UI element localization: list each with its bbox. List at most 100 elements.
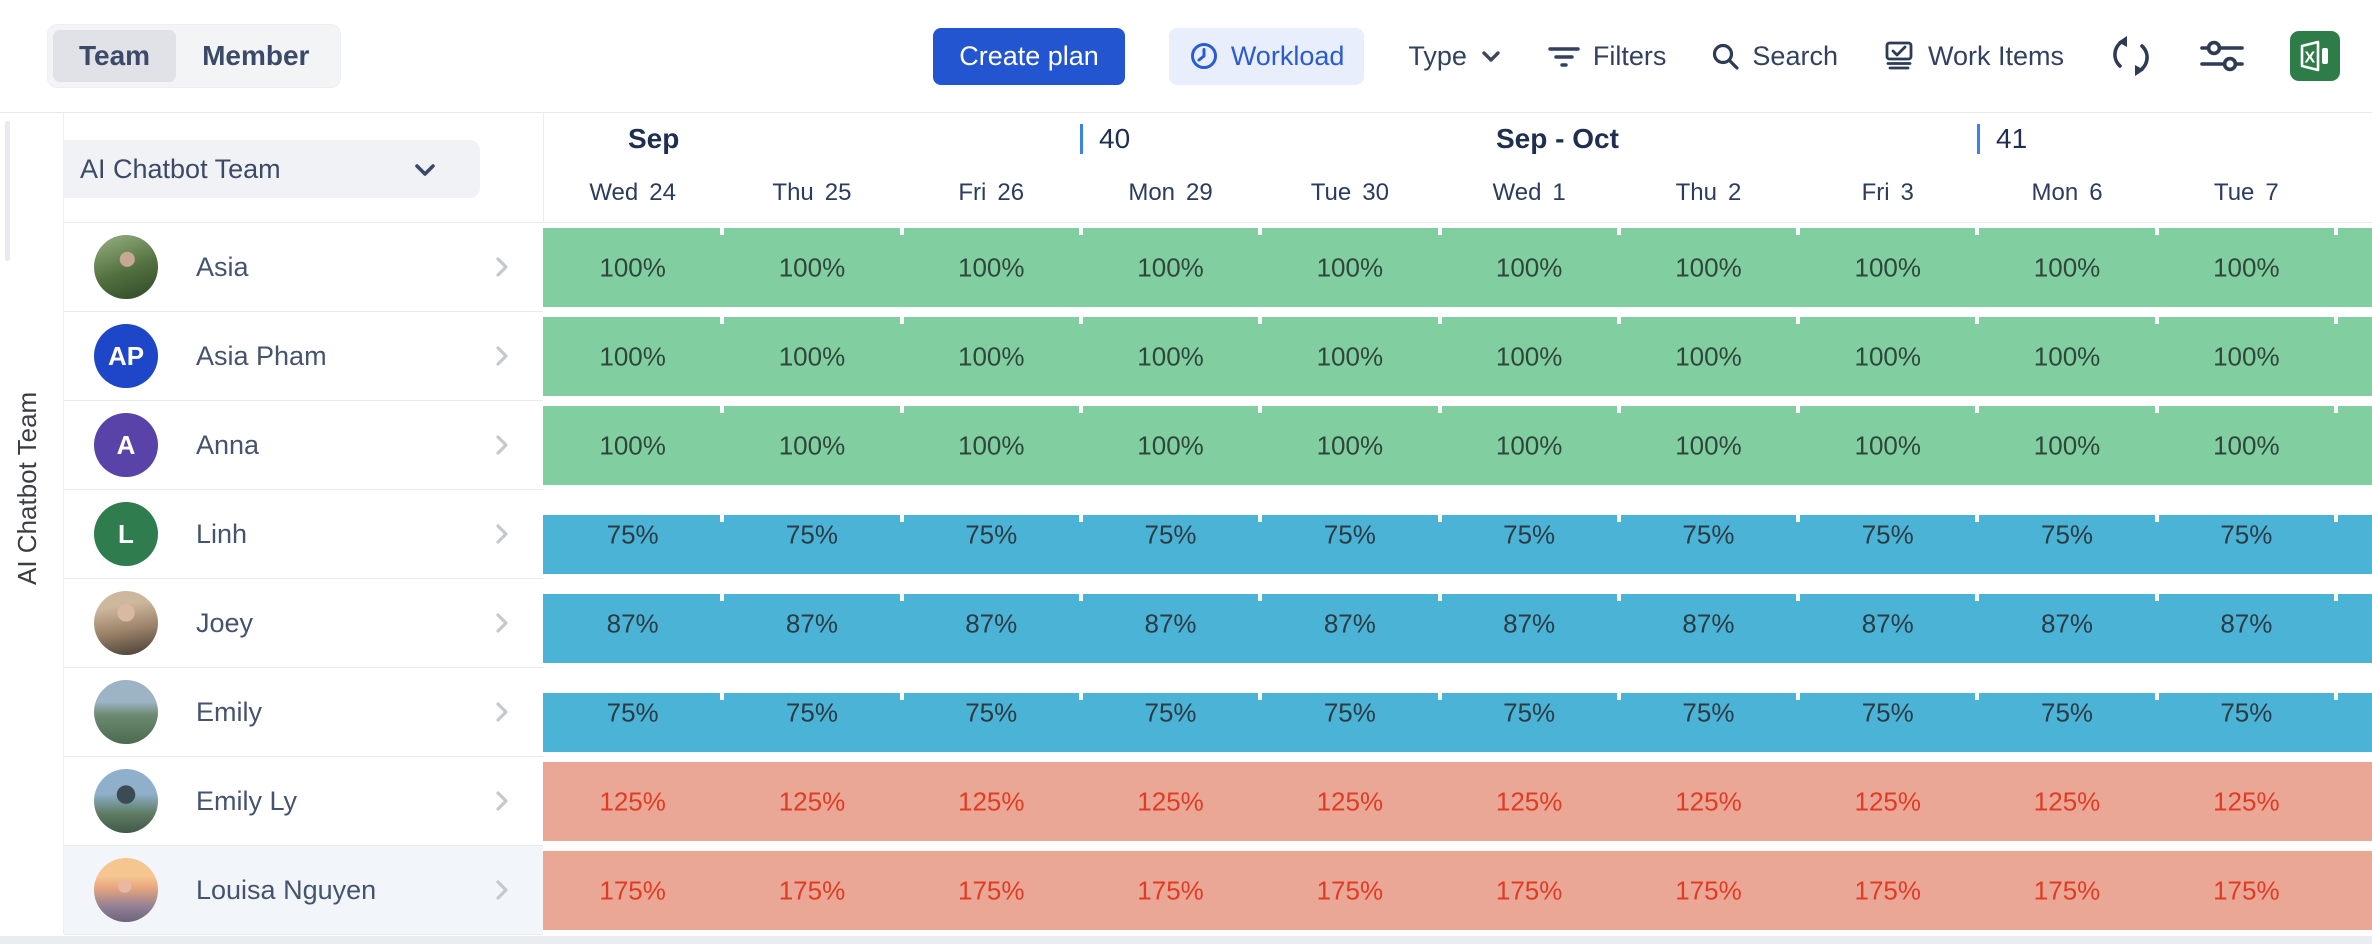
member-row[interactable]: Joey xyxy=(64,579,543,668)
workload-cell-value[interactable]: 75% xyxy=(1861,519,1914,549)
workload-cell-value[interactable]: 100% xyxy=(957,252,1025,282)
member-row[interactable]: Asia xyxy=(64,223,543,312)
member-row[interactable]: Emily Ly xyxy=(64,757,543,846)
workload-cell-value[interactable]: 75% xyxy=(606,519,659,549)
workload-cell-value[interactable]: 75% xyxy=(965,697,1018,727)
workload-cell-value[interactable]: 100% xyxy=(1137,252,1204,282)
workload-cell-value[interactable]: 75% xyxy=(1682,697,1735,727)
workload-cell-value[interactable]: 100% xyxy=(778,430,846,460)
workload-cell-value[interactable]: 125% xyxy=(1675,786,1742,816)
workload-cell-value[interactable]: 125% xyxy=(1137,786,1204,816)
workload-bar[interactable] xyxy=(543,406,2372,485)
workload-bar[interactable] xyxy=(543,514,2372,574)
workload-cell-value[interactable]: 100% xyxy=(957,341,1025,371)
workload-cell-value[interactable]: 100% xyxy=(778,252,846,282)
workload-cell-value[interactable]: 87% xyxy=(2041,608,2094,638)
workload-cell-value[interactable]: 125% xyxy=(1316,786,1384,816)
member-row[interactable]: L Linh xyxy=(64,490,543,579)
chevron-right-icon[interactable] xyxy=(491,343,513,369)
workload-cell-value[interactable]: 100% xyxy=(1495,252,1563,282)
workload-button[interactable]: Workload xyxy=(1168,27,1365,85)
workload-bar[interactable] xyxy=(543,317,2372,396)
workload-cell-value[interactable]: 75% xyxy=(2220,697,2273,727)
sliders-icon[interactable] xyxy=(2198,34,2246,78)
workload-cell-value[interactable]: 100% xyxy=(599,252,666,282)
workload-cell-value[interactable]: 100% xyxy=(599,430,666,460)
workload-cell-value[interactable]: 100% xyxy=(1675,430,1742,460)
workload-cell-value[interactable]: 100% xyxy=(1675,252,1742,282)
workload-cell-value[interactable]: 100% xyxy=(2033,430,2101,460)
workload-cell-value[interactable]: 125% xyxy=(1854,786,1921,816)
workload-cell-value[interactable]: 100% xyxy=(1137,341,1204,371)
workload-cell-value[interactable]: 100% xyxy=(778,341,846,371)
workload-cell-value[interactable]: 175% xyxy=(1854,875,1921,905)
workload-cell-value[interactable]: 75% xyxy=(1144,519,1197,549)
workload-cell-value[interactable]: 175% xyxy=(1137,875,1204,905)
workload-cell-value[interactable]: 125% xyxy=(1495,786,1563,816)
chevron-right-icon[interactable] xyxy=(491,254,513,280)
workload-cell-value[interactable]: 75% xyxy=(1682,519,1735,549)
workload-cell-value[interactable]: 87% xyxy=(1861,608,1914,638)
workload-bar[interactable] xyxy=(543,692,2372,752)
search-button[interactable]: Search xyxy=(1710,41,1838,72)
workload-cell-value[interactable]: 100% xyxy=(2213,341,2280,371)
workload-cell-value[interactable]: 75% xyxy=(1323,697,1376,727)
chevron-right-icon[interactable] xyxy=(491,788,513,814)
workload-cell-value[interactable]: 100% xyxy=(1495,341,1563,371)
workload-cell-value[interactable]: 175% xyxy=(1316,875,1384,905)
type-dropdown[interactable]: Type xyxy=(1408,41,1503,72)
workload-cell-value[interactable]: 75% xyxy=(2220,519,2273,549)
member-toggle-button[interactable]: Member xyxy=(202,40,310,71)
workload-cell-value[interactable]: 100% xyxy=(1854,341,1921,371)
workload-cell-value[interactable]: 87% xyxy=(1682,608,1735,638)
team-toggle-button[interactable]: Team xyxy=(53,30,177,82)
workload-cell-value[interactable]: 175% xyxy=(1495,875,1563,905)
member-row[interactable]: A Anna xyxy=(64,401,543,490)
workload-cell-value[interactable]: 100% xyxy=(957,430,1025,460)
workload-cell-value[interactable]: 125% xyxy=(2033,786,2101,816)
workload-cell-value[interactable]: 87% xyxy=(2220,608,2273,638)
workload-bar[interactable] xyxy=(543,762,2372,841)
workload-cell-value[interactable]: 100% xyxy=(2033,341,2101,371)
workload-cell-value[interactable]: 175% xyxy=(2033,875,2101,905)
workload-cell-value[interactable]: 87% xyxy=(1503,608,1556,638)
workload-cell-value[interactable]: 75% xyxy=(1144,697,1197,727)
chevron-right-icon[interactable] xyxy=(491,432,513,458)
excel-icon[interactable]: X xyxy=(2290,31,2340,81)
chevron-right-icon[interactable] xyxy=(491,699,513,725)
workload-cell-value[interactable]: 75% xyxy=(965,519,1018,549)
workload-cell-value[interactable]: 100% xyxy=(1316,430,1384,460)
workload-cell-value[interactable]: 75% xyxy=(2041,697,2094,727)
workload-cell-value[interactable]: 87% xyxy=(965,608,1018,638)
workload-cell-value[interactable]: 100% xyxy=(2213,430,2280,460)
workload-cell-value[interactable]: 75% xyxy=(1503,697,1556,727)
workload-cell-value[interactable]: 100% xyxy=(2213,252,2280,282)
workload-cell-value[interactable]: 87% xyxy=(1323,608,1376,638)
workload-cell-value[interactable]: 75% xyxy=(1861,697,1914,727)
workload-cell-value[interactable]: 100% xyxy=(2033,252,2101,282)
workload-bar[interactable] xyxy=(543,228,2372,307)
workload-cell-value[interactable]: 100% xyxy=(599,341,666,371)
member-row[interactable]: Emily xyxy=(64,668,543,757)
workload-cell-value[interactable]: 100% xyxy=(1495,430,1563,460)
workload-cell-value[interactable]: 125% xyxy=(599,786,666,816)
workload-cell-value[interactable]: 100% xyxy=(1137,430,1204,460)
chevron-right-icon[interactable] xyxy=(491,610,513,636)
workload-cell-value[interactable]: 87% xyxy=(785,608,838,638)
workload-cell-value[interactable]: 175% xyxy=(1675,875,1742,905)
workload-cell-value[interactable]: 87% xyxy=(606,608,659,638)
workload-cell-value[interactable]: 175% xyxy=(599,875,666,905)
workload-cell-value[interactable]: 125% xyxy=(957,786,1025,816)
scrollbar[interactable] xyxy=(5,121,10,261)
workload-cell-value[interactable]: 75% xyxy=(1503,519,1556,549)
workload-cell-value[interactable]: 100% xyxy=(1854,430,1921,460)
workload-bar[interactable] xyxy=(543,594,2372,663)
chevron-right-icon[interactable] xyxy=(491,521,513,547)
workload-cell-value[interactable]: 175% xyxy=(2213,875,2280,905)
workload-cell-value[interactable]: 175% xyxy=(778,875,846,905)
workload-cell-value[interactable]: 175% xyxy=(957,875,1025,905)
workload-cell-value[interactable]: 100% xyxy=(1675,341,1742,371)
workload-cell-value[interactable]: 75% xyxy=(606,697,659,727)
workload-bar[interactable] xyxy=(543,851,2372,930)
workload-cell-value[interactable]: 75% xyxy=(1323,519,1376,549)
